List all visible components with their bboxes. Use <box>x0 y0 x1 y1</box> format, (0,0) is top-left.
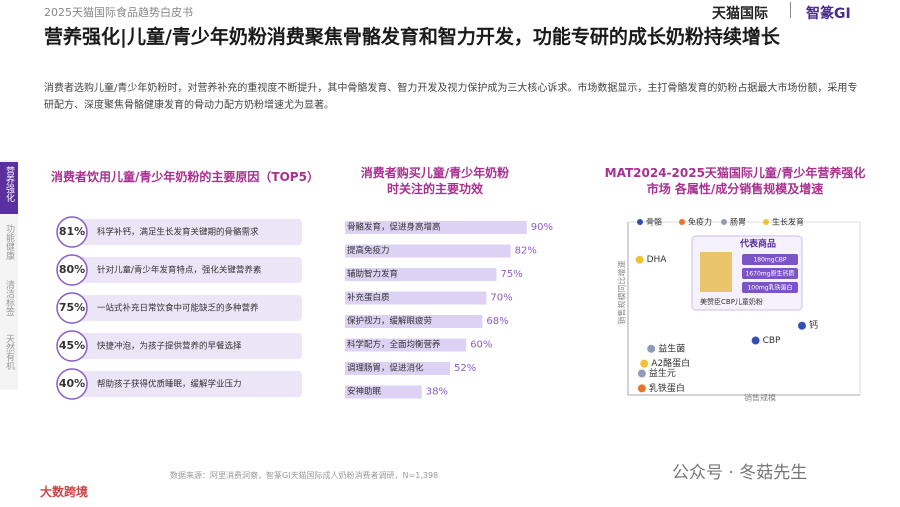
reason-label: 帮助孩子获得优质睡眠，缓解学业压力 <box>97 379 242 390</box>
product-image <box>700 252 732 292</box>
reason-label: 科学补钙，满足生长发育关键期的骨骼需求 <box>97 227 259 238</box>
value-label: 38% <box>426 387 448 398</box>
card-heading: 代表商品 <box>739 238 776 250</box>
legend-label: 生长发育 <box>772 217 804 227</box>
legend-label: 免疫力 <box>688 217 712 227</box>
bar-label: 科学配方，全面均衡营养 <box>347 339 441 350</box>
reason-bar <box>62 333 302 359</box>
tab[interactable]: 功能健康 <box>4 224 14 260</box>
badge <box>56 368 88 400</box>
watermark: 公众号 · 冬菇先生 <box>672 463 808 483</box>
bar <box>345 362 451 375</box>
bar <box>345 385 422 399</box>
product-name: 美赞臣CBP儿童奶粉 <box>700 297 763 306</box>
brand: 天猫国际 <box>712 6 768 22</box>
feature-box <box>742 282 798 293</box>
point <box>647 344 656 353</box>
value-label: 75% <box>501 269 523 280</box>
bar-label: 保护视力，缓解眼疲劳 <box>347 316 432 327</box>
source: 数据来源：阿里消费洞察，智篆GI天猫国际成人奶粉消费者调研，N=1,398 <box>170 471 439 480</box>
legend-dot <box>679 219 685 225</box>
feature-box <box>742 254 798 265</box>
bar <box>345 338 467 352</box>
value-label: 81% <box>59 225 85 238</box>
bar <box>345 221 527 234</box>
value-label: 82% <box>515 246 537 257</box>
tab[interactable]: 营养强化 <box>4 166 14 202</box>
point-label: 益生菌 <box>658 342 685 354</box>
feature-box <box>742 268 798 279</box>
value-label: 80% <box>59 263 85 276</box>
reason-bar <box>62 371 302 397</box>
point <box>640 359 649 368</box>
sidebar <box>0 160 18 390</box>
value-label: 68% <box>486 316 508 327</box>
description: 消费者选购儿童/青少年奶粉时，对营养补充的重视度不断提升，其中骨骼发育、智力开发… <box>44 83 858 111</box>
point-label: 乳铁蛋白 <box>649 382 685 394</box>
bar <box>345 244 511 258</box>
legend-dot <box>637 219 643 225</box>
point-label: A2酪蛋白 <box>651 357 690 369</box>
reason-bar <box>62 219 302 245</box>
bar-label: 补充蛋白质 <box>347 292 390 303</box>
bar-label: 骨骼发育，促进身高增高 <box>347 222 441 233</box>
title: 营养强化|儿童/青少年奶粉消费聚焦骨骼发育和智力开发，功能专研的成长奶粉持续增长 <box>44 26 780 48</box>
legend-label: 肠胃 <box>730 218 746 227</box>
value-label: 60% <box>470 340 492 351</box>
logo: 大数跨境 <box>40 485 89 499</box>
feature: 180mgCBP <box>753 257 786 264</box>
feature: 1670mg原生钙质 <box>746 270 795 278</box>
feature: 100mg乳铁蛋白 <box>747 284 792 292</box>
y-axis-label: 销售规模同比增速 <box>617 261 627 325</box>
bar-label: 辅助智力发育 <box>347 269 398 280</box>
report-name: 2025天猫国际食品趋势白皮书 <box>44 6 193 19</box>
chart-title: MAT2024-2025天猫国际儿童/青少年营养强化市场 各属性/成分销售规模及… <box>604 166 866 196</box>
value-label: 45% <box>59 339 85 352</box>
badge <box>56 216 88 248</box>
legend-label: 骨骼 <box>646 217 662 227</box>
value-label: 40% <box>59 377 85 390</box>
badge <box>56 254 88 286</box>
x-axis-label: 销售规模 <box>744 393 776 403</box>
reason-label: 针对儿童/青少年发育特点，强化关键营养素 <box>97 265 262 276</box>
point-label: 益生元 <box>649 367 676 379</box>
brand: 智篆GI <box>806 6 851 22</box>
tab[interactable]: 清洁标签 <box>4 280 14 316</box>
bar-label: 安神助眠 <box>347 386 382 397</box>
bar-label: 提高免疫力 <box>347 245 390 256</box>
chart-title: 消费者购买儿童/青少年奶粉时关注的主要功效 <box>360 166 510 196</box>
point <box>635 255 644 264</box>
divider <box>790 2 791 18</box>
sidebar-active <box>0 162 18 214</box>
badge <box>56 330 88 362</box>
point <box>798 321 806 330</box>
legend-dot <box>763 219 769 225</box>
value-label: 70% <box>490 293 512 304</box>
point <box>637 384 646 393</box>
badge <box>56 292 88 324</box>
point-label: CBP <box>763 336 781 346</box>
bar <box>345 315 483 328</box>
value-label: 52% <box>454 363 476 374</box>
legend-dot <box>721 219 727 225</box>
point <box>637 369 646 378</box>
bar <box>345 291 487 305</box>
reason-label: 快捷冲泡，为孩子提供营养的早餐选择 <box>97 341 242 352</box>
point <box>751 336 760 345</box>
tab[interactable]: 天然有机 <box>4 334 14 370</box>
point-label: DHA <box>647 255 668 265</box>
reason-bar <box>62 257 302 283</box>
chart-title: 消费者饮用儿童/青少年奶粉的主要原因（TOP5） <box>51 170 319 184</box>
value-label: 75% <box>59 301 85 314</box>
reason-label: 一站式补充日常饮食中可能缺乏的多种营养 <box>97 303 259 314</box>
bar-label: 调理肠胃，促进消化 <box>347 363 424 374</box>
reason-bar <box>62 295 302 321</box>
point-label: 钙 <box>809 319 818 331</box>
bar <box>345 268 497 281</box>
value-label: 90% <box>531 222 553 233</box>
